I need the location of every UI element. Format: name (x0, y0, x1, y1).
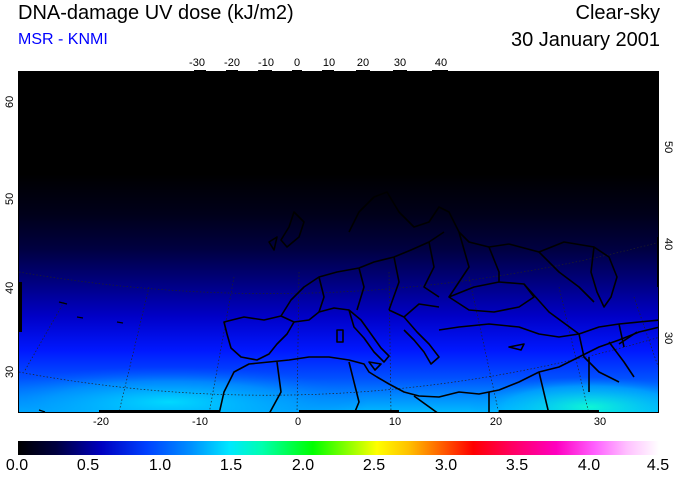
lat-tick-label: 30 (662, 332, 674, 345)
lat-tick-label: 30 (4, 365, 16, 378)
lon-tick-label: 20 (489, 416, 503, 428)
lon-tick-label: 0 (293, 57, 301, 69)
lon-tick-label: 30 (393, 57, 407, 69)
coastlines (218, 191, 658, 412)
source-label: MSR - KNMI (18, 31, 108, 48)
lon-tick-label: 10 (388, 416, 402, 428)
color-scale-label: 0.5 (76, 457, 100, 474)
uv-dose-map (18, 71, 659, 413)
color-scale-label: 1.5 (219, 457, 243, 474)
lon-tick-label: 10 (322, 57, 336, 69)
uv-high-region (19, 367, 369, 412)
small-islands (38, 301, 124, 412)
color-scale-label: 2.5 (362, 457, 386, 474)
color-scale-label: 2.0 (291, 457, 315, 474)
lon-tick-label: -20 (93, 416, 109, 428)
color-scale-label: 0.0 (5, 457, 29, 474)
map-graphic (19, 132, 658, 412)
lat-tick-label: 50 (662, 141, 674, 154)
lat-tick-label: 60 (4, 95, 16, 108)
lon-tick-label: -10 (192, 416, 208, 428)
lon-tick-label: -20 (224, 57, 240, 69)
lat-tick-label: 40 (662, 238, 674, 251)
lon-tick-label: -30 (189, 57, 205, 69)
lon-tick-label: -10 (258, 57, 274, 69)
sky-condition-label: Clear-sky (575, 2, 660, 24)
lat-tick-label: 50 (4, 192, 16, 205)
lon-tick-label: 30 (593, 416, 607, 428)
color-scale-label: 4.0 (577, 457, 601, 474)
date-label: 30 January 2001 (510, 29, 660, 51)
color-scale-label: 3.5 (505, 457, 529, 474)
graticule (19, 242, 658, 412)
frame-ticks (19, 132, 658, 412)
lon-tick-label: 0 (294, 416, 302, 428)
color-scale-bar (18, 441, 659, 455)
lat-tick-label: 40 (4, 281, 16, 294)
color-scale-label: 3.0 (434, 457, 458, 474)
color-scale-label: 1.0 (148, 457, 172, 474)
color-scale-label: 4.5 (646, 457, 670, 474)
lon-tick-label: 40 (434, 57, 448, 69)
map-title: DNA-damage UV dose (kJ/m2) (18, 2, 294, 24)
lon-tick-label: 20 (356, 57, 370, 69)
uv-high-region (469, 377, 658, 412)
